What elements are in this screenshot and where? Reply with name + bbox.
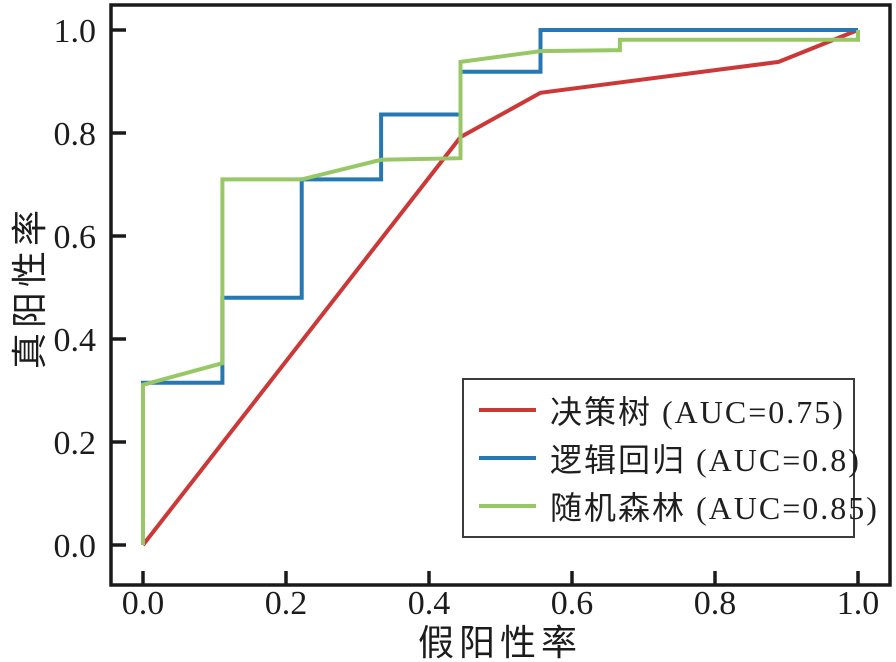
x-tick-label: 0.0 <box>122 585 165 622</box>
y-axis-title: 真阳性率 <box>10 205 50 369</box>
decision-tree-line-swatch <box>479 408 536 412</box>
x-axis-ticks: 0.0 0.2 0.4 0.6 0.8 1.0 <box>122 571 880 622</box>
legend-item-random-forest: 随机森林 (AUC=0.85) <box>464 483 877 529</box>
y-tick-label: 0.2 <box>54 425 97 462</box>
x-tick-label: 0.6 <box>551 585 594 622</box>
x-tick-label: 0.2 <box>265 585 308 622</box>
x-tick-label: 0.8 <box>694 585 737 622</box>
y-axis-ticks: 0.0 0.2 0.4 0.6 0.8 1.0 <box>54 13 126 565</box>
curve-logistic-regression <box>141 28 858 545</box>
legend-label-logistic-regression: 逻辑回归 (AUC=0.8) <box>550 442 861 478</box>
x-tick-label: 1.0 <box>837 585 880 622</box>
legend-label-decision-tree: 决策树 (AUC=0.75) <box>550 394 845 430</box>
curve-random-forest <box>141 30 860 545</box>
y-tick-label: 0.0 <box>54 528 97 565</box>
y-tick-label: 1.0 <box>54 13 97 50</box>
x-axis-title: 假阳性率 <box>418 623 582 662</box>
y-tick-label: 0.4 <box>54 322 97 359</box>
roc-curves <box>141 28 860 547</box>
legend: 决策树 (AUC=0.75) 逻辑回归 (AUC=0.8) 随机森林 (AUC=… <box>462 378 877 538</box>
random-forest-line-swatch <box>479 504 536 508</box>
y-tick-label: 0.6 <box>54 219 97 256</box>
curve-decision-tree <box>141 28 859 547</box>
legend-item-logistic-regression: 逻辑回归 (AUC=0.8) <box>464 435 859 481</box>
legend-label-random-forest: 随机森林 (AUC=0.85) <box>550 490 879 526</box>
legend-item-decision-tree: 决策树 (AUC=0.75) <box>464 387 853 433</box>
y-tick-label: 0.8 <box>54 116 97 153</box>
logistic-regression-line-swatch <box>479 456 536 460</box>
plot-border <box>109 3 892 587</box>
x-tick-label: 0.4 <box>408 585 451 622</box>
